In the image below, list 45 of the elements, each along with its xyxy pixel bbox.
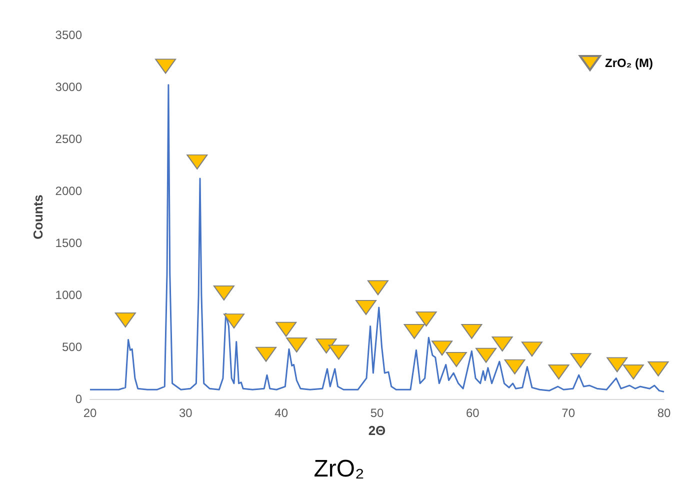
point (548, 364, 570, 380)
x-tick-label: 70 (562, 406, 576, 420)
point (521, 342, 542, 357)
x-tick-label: 20 (83, 406, 97, 420)
y-tick-label: 1500 (55, 236, 82, 250)
point (606, 357, 628, 372)
x-tick-label: 30 (178, 406, 193, 420)
point (256, 346, 277, 362)
y-axis-title: Counts (30, 194, 46, 240)
y-tick-label: 1000 (55, 288, 82, 302)
point (416, 311, 437, 326)
point (213, 285, 234, 300)
legend-label: ZrO₂ (M) (605, 56, 654, 70)
point (504, 359, 526, 374)
point (316, 338, 337, 354)
point (404, 324, 425, 339)
point (155, 58, 176, 74)
point (286, 337, 308, 352)
point (114, 312, 136, 328)
x-tick-label: 60 (466, 406, 480, 420)
point (622, 364, 644, 380)
point (186, 154, 208, 170)
y-tick-label: 500 (62, 340, 82, 354)
point (476, 348, 497, 363)
point (492, 336, 513, 352)
y-tick-label: 2000 (55, 184, 82, 198)
x-tick-label: 50 (370, 406, 384, 420)
point (356, 300, 376, 315)
x-axis-title: 2Θ (368, 422, 386, 438)
y-tick-label: 3500 (55, 28, 82, 42)
point (461, 324, 482, 339)
line-series (89, 84, 665, 392)
x-tick-label: 80 (657, 406, 671, 420)
point (648, 361, 669, 376)
x-tick-label: 40 (274, 406, 288, 420)
point (367, 280, 388, 296)
point (328, 344, 350, 360)
text: ZrO₂ (314, 456, 364, 482)
y-tick-label: 2500 (55, 132, 82, 146)
point (570, 353, 592, 368)
y-tick-label: 0 (75, 392, 82, 406)
point (432, 340, 453, 356)
point (276, 322, 297, 337)
y-tick-label: 3000 (55, 80, 82, 94)
point (446, 352, 467, 367)
